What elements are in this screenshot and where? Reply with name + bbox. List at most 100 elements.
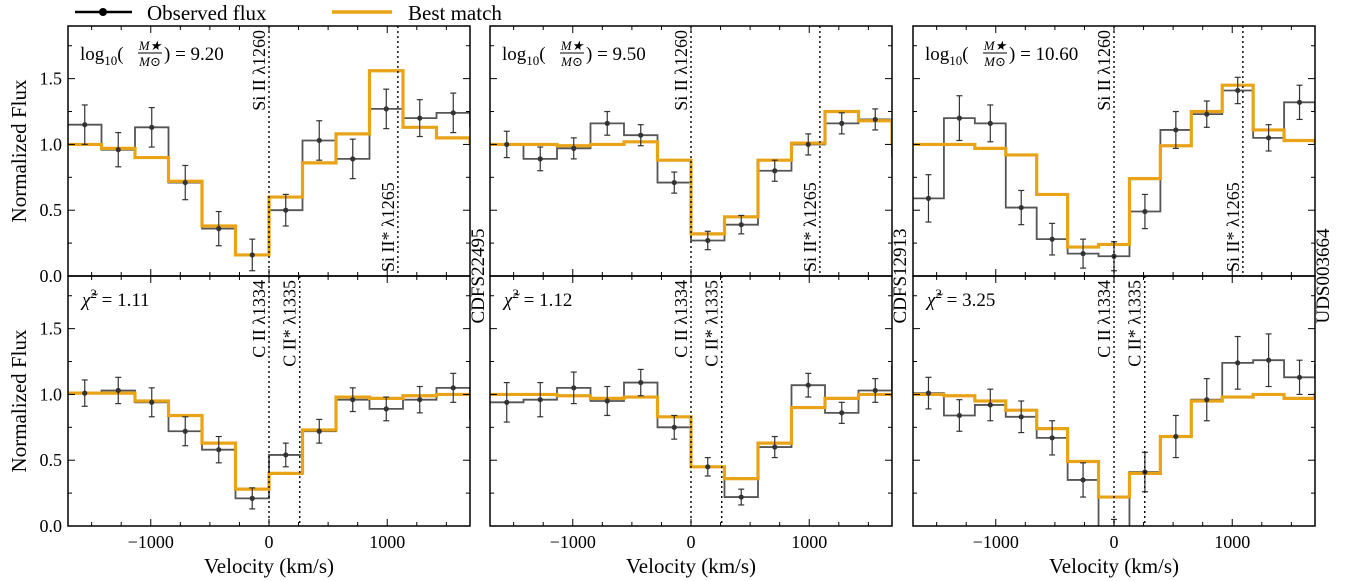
data-point — [705, 464, 711, 470]
mass-fraction-denominator: M⊙ — [138, 54, 161, 69]
data-point — [417, 397, 423, 403]
panel-plot-area — [490, 108, 911, 251]
panel-plot-area — [68, 69, 470, 272]
data-point — [504, 141, 510, 148]
data-point — [450, 110, 456, 116]
data-point — [1173, 127, 1179, 133]
data-point — [671, 179, 677, 186]
data-point — [906, 154, 911, 159]
data-point — [383, 106, 389, 112]
data-point — [537, 397, 543, 403]
data-point — [1049, 236, 1055, 242]
data-point — [906, 364, 911, 369]
y-tick-label: 0.0 — [40, 266, 63, 286]
line-marker-label: C II λ1334 — [249, 280, 269, 358]
data-point — [182, 179, 188, 186]
data-point — [1266, 357, 1272, 363]
observed-flux-line — [490, 365, 892, 498]
y-axis-label: Normalized Flux — [7, 79, 31, 222]
panel-CDFS22495-top: Si II λ1260 Si II* λ1265 0.0 0.5 1.0 1.5 Norma… — [7, 25, 489, 324]
data-point — [1266, 135, 1272, 141]
y-axis-label: Normalized Flux — [7, 329, 31, 472]
data-point — [537, 156, 543, 162]
panel-UDS003664-top: Si II λ1260 Si II* λ1265 log10(M★M⊙) = 10.… — [912, 25, 1334, 324]
stellar-mass-label: log10( — [925, 44, 969, 68]
data-point — [316, 137, 322, 144]
data-point — [283, 207, 289, 213]
data-point — [1173, 433, 1179, 440]
data-point — [1235, 360, 1241, 366]
y-tick-label: 1.0 — [40, 384, 63, 404]
data-point — [638, 379, 644, 386]
x-axis-label: Velocity (km/s) — [626, 554, 756, 578]
data-point — [1235, 87, 1241, 94]
data-point — [839, 410, 845, 416]
data-point — [1080, 251, 1086, 257]
observed-flux-line — [68, 107, 470, 256]
data-point — [1142, 208, 1148, 215]
data-point — [82, 122, 88, 128]
x-tick-label: 0 — [687, 532, 696, 552]
x-tick-label: 1000 — [369, 532, 405, 552]
x-tick-label: 0 — [265, 532, 274, 552]
x-axis-label: Velocity (km/s) — [204, 554, 334, 578]
stellar-mass-value: ) = 9.20 — [164, 44, 224, 65]
y-tick-label: 1.5 — [40, 319, 63, 339]
data-point — [115, 387, 121, 394]
panel-plot-area — [490, 364, 911, 506]
data-point — [1018, 414, 1024, 420]
data-point — [738, 222, 744, 228]
data-point — [604, 120, 610, 126]
legend: Observed flux Best match — [75, 1, 502, 25]
data-point — [872, 116, 878, 123]
line-marker-label: C II* λ1335 — [1125, 280, 1145, 367]
y-tick-label: 1.5 — [40, 69, 63, 89]
data-point — [383, 406, 389, 412]
data-point — [316, 428, 322, 434]
data-point — [638, 132, 644, 138]
data-point — [839, 120, 845, 126]
data-point — [249, 495, 255, 501]
line-marker-label: C II λ1334 — [671, 280, 691, 358]
data-point — [216, 447, 222, 453]
stellar-mass-label: log10( — [80, 44, 124, 68]
best-match-line — [490, 109, 892, 236]
x-axis-label: Velocity (km/s) — [1049, 554, 1179, 578]
chi2-label: χ̃2 = 1.12 — [502, 286, 572, 311]
data-point — [1296, 99, 1303, 105]
data-point — [705, 237, 711, 244]
stellar-mass-label: log10( — [502, 44, 546, 68]
data-point — [1049, 435, 1055, 441]
data-point — [738, 494, 744, 500]
line-marker-label: C II λ1334 — [1094, 280, 1114, 358]
data-point — [956, 412, 962, 419]
data-point — [1080, 477, 1086, 483]
line-marker-label: Si II* λ1265 — [378, 182, 398, 272]
data-point — [216, 226, 222, 232]
data-point — [805, 141, 811, 148]
panel-grid: Si II λ1260 Si II* λ1265 0.0 0.5 1.0 1.5 Norma… — [7, 25, 1334, 578]
y-tick-label: 0.5 — [40, 200, 63, 220]
data-point — [987, 402, 993, 408]
data-point — [484, 417, 489, 422]
data-point — [1296, 374, 1303, 380]
data-point — [450, 385, 456, 391]
panel-plot-area — [913, 76, 1333, 272]
data-point — [772, 444, 778, 450]
panel-plot-area — [68, 372, 489, 510]
data-point — [571, 385, 577, 391]
panel-CDFS22495-bottom: C II λ1334 C II* λ1335 0.0 0.5 1.0 1.5 Normali… — [7, 275, 489, 578]
data-point — [1328, 363, 1333, 368]
y-tick-label: 0.5 — [40, 450, 63, 470]
line-marker-label: Si II λ1260 — [671, 30, 691, 111]
y-tick-label: 0.0 — [40, 516, 63, 536]
data-point — [1204, 111, 1210, 117]
stellar-mass-value: ) = 10.60 — [1009, 44, 1078, 65]
x-tick-label: 1000 — [791, 532, 827, 552]
data-point — [1328, 109, 1333, 114]
mass-fraction-numerator: M★ — [560, 38, 585, 53]
best-match-line — [913, 83, 1315, 249]
x-tick-label: −1000 — [973, 532, 1019, 552]
legend-observed-label: Observed flux — [147, 1, 267, 25]
